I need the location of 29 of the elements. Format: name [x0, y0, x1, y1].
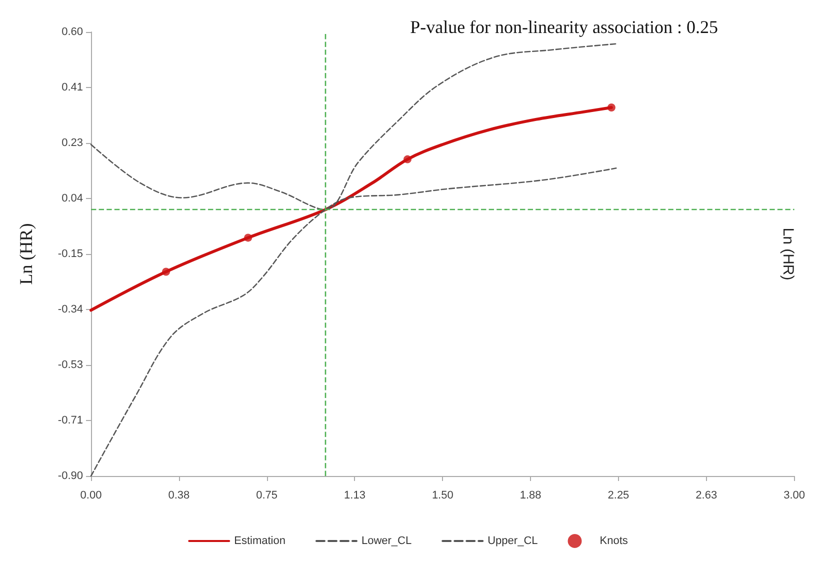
y-tick-label: -0.53 [58, 359, 83, 371]
y-axis-title: Ln (HR) [16, 223, 36, 285]
y-tick-label: -0.71 [58, 414, 83, 426]
legend-label: Knots [600, 535, 628, 547]
x-tick-label: 3.00 [784, 490, 806, 502]
legend-label: Upper_CL [488, 535, 538, 547]
x-tick-label: 2.63 [696, 490, 718, 502]
point [244, 234, 252, 242]
x-tick-label: 0.75 [256, 490, 278, 502]
annotation: P-value for non-linearity association : 0.25 [410, 17, 718, 37]
y-tick-label: 0.04 [62, 192, 83, 204]
point [607, 103, 616, 112]
x-tick-label: 0.00 [80, 490, 102, 502]
x-tick-label: 1.13 [344, 490, 366, 502]
point [403, 155, 412, 164]
y-tick-label: 0.41 [62, 82, 83, 94]
y-tick-label: -0.34 [58, 304, 83, 316]
y-tick-label: 0.60 [62, 26, 83, 38]
x-tick-label: 0.38 [168, 490, 190, 502]
y-tick-label: 0.23 [62, 137, 83, 149]
x-tick-label: 1.50 [432, 490, 454, 502]
point [162, 268, 170, 276]
x-tick-label: 1.88 [520, 490, 542, 502]
y-tick-label: -0.15 [58, 248, 83, 260]
x-tick-label: 2.25 [608, 490, 630, 502]
y2-axis-title: Ln (HR) [779, 228, 796, 280]
legend-label: Estimation [234, 535, 286, 547]
y-tick-label: -0.90 [58, 470, 83, 482]
legend-label: Lower_CL [361, 535, 412, 547]
